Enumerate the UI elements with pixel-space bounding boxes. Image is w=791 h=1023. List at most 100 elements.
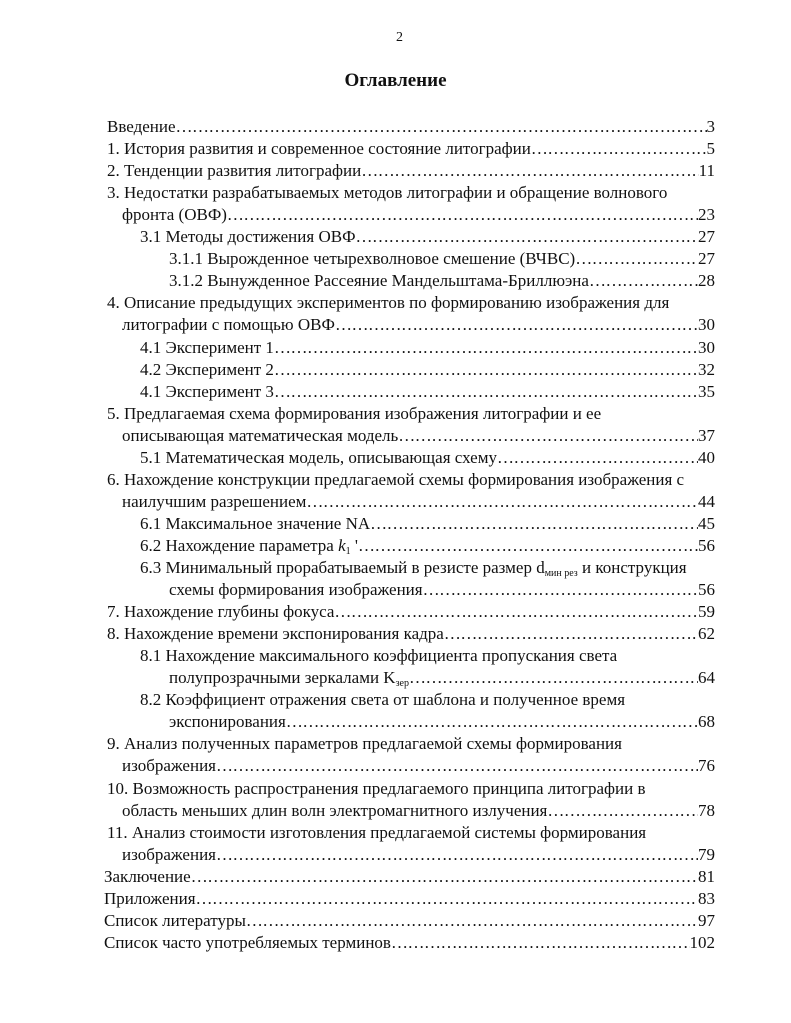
- toc-entry-text: 3. Недостатки разрабатываемых методов ли…: [107, 182, 667, 204]
- toc-entry-text: область меньших длин волн электромагнитн…: [122, 800, 547, 822]
- dot-leader: [444, 623, 698, 645]
- entry-title: 3.1.1 Вырожденное четырехволновое смешен…: [169, 249, 576, 269]
- entry-title: изображения: [122, 844, 216, 864]
- entry-title-tail: и конструкция: [577, 558, 687, 577]
- dot-leader: [176, 116, 707, 138]
- toc-entry: 11. Анализ стоимости изготовления предла…: [107, 822, 715, 844]
- entry-title: область меньших длин волн электромагнитн…: [122, 800, 548, 820]
- toc-entry: экспонирования 68: [169, 711, 715, 733]
- dot-leader: [575, 248, 698, 270]
- page-ref: 81: [698, 866, 715, 886]
- dot-leader: [191, 866, 698, 888]
- toc-entry-text: 10. Возможность распространения предлага…: [107, 778, 646, 800]
- dot-leader: [286, 711, 698, 733]
- page-ref: 5: [706, 139, 716, 159]
- page-ref: 68: [698, 712, 715, 732]
- toc-entry-text: 9. Анализ полученных параметров предлага…: [107, 733, 622, 755]
- entry-title: 6.1 Максимальное значение NA: [140, 513, 371, 533]
- dot-leader: [334, 601, 698, 623]
- page-number: 2: [396, 30, 403, 45]
- toc-entry-text: 8.2 Коэффициент отражения света от шабло…: [140, 689, 625, 711]
- entry-title: Список литературы: [104, 910, 246, 930]
- entry-title: изображения: [122, 756, 216, 776]
- toc-entry-text: Приложения: [104, 888, 196, 910]
- entry-title: 5.1 Математическая модель, описывающая с…: [140, 447, 497, 467]
- toc-entry-text: 4.1 Эксперимент 3: [140, 381, 274, 403]
- entry-title-tail: ': [350, 535, 358, 555]
- toc-entry: описывающая математическая модель 37: [122, 425, 715, 447]
- dot-leader: [227, 204, 698, 226]
- toc-entry-text: 7. Нахождение глубины фокуса: [107, 601, 334, 623]
- page-ref: 79: [698, 844, 715, 864]
- toc-entry: 8. Нахождение времени экспонирования кад…: [107, 623, 715, 645]
- entry-title: 4.2 Эксперимент 2: [140, 359, 274, 379]
- entry-title: 3.1 Методы достижения ОВФ: [140, 227, 356, 247]
- page-ref: 83: [698, 888, 715, 908]
- toc-entry-text: Заключение: [104, 866, 191, 888]
- toc-entry: 6. Нахождение конструкции предлагаемой с…: [107, 469, 715, 491]
- toc-entry-text: Введение: [107, 116, 176, 138]
- page-ref: 102: [689, 932, 716, 952]
- page-ref: 35: [698, 381, 715, 401]
- page-ref: 27: [698, 249, 715, 269]
- page-ref: 28: [698, 271, 715, 291]
- entry-title: наилучшим разрешением: [122, 491, 307, 511]
- dot-leader: [531, 138, 707, 160]
- entry-title: 3.1.2 Вынужденное Рассеяние Мандельштама…: [169, 271, 589, 291]
- entry-title: полупрозрачными зеркалами K: [169, 668, 396, 688]
- toc-entry-text: 4.2 Эксперимент 2: [140, 359, 274, 381]
- page-ref: 78: [698, 800, 715, 820]
- toc-entry-text: 4. Описание предыдущих экспериментов по …: [107, 292, 669, 314]
- toc-entry-text: 3.1.2 Вынужденное Рассеяние Мандельштама…: [169, 270, 589, 292]
- toc-entry: наилучшим разрешением 44: [122, 491, 715, 513]
- entry-title: фронта (ОВФ): [122, 205, 227, 225]
- entry-title: 6.3 Минимальный прорабатываемый в резист…: [140, 558, 545, 577]
- dot-leader: [398, 425, 698, 447]
- toc-entry: 5.1 Математическая модель, описывающая с…: [140, 447, 715, 469]
- dot-leader: [409, 667, 698, 689]
- toc-entry: изображения 79: [122, 844, 715, 866]
- toc-entry: Список литературы 97: [104, 910, 715, 932]
- page-ref: 97: [698, 910, 715, 930]
- dot-leader: [335, 314, 698, 336]
- page-ref: 44: [698, 491, 715, 511]
- entry-title: литографии с помощью ОВФ: [122, 315, 335, 335]
- page-ref: 30: [698, 337, 715, 357]
- toc-entry-text: 11. Анализ стоимости изготовления предла…: [107, 822, 646, 844]
- toc-entry: 4.2 Эксперимент 2 32: [140, 359, 715, 381]
- toc-entry: фронта (ОВФ) 23: [122, 204, 715, 226]
- toc-entry-text: наилучшим разрешением: [122, 491, 306, 513]
- entry-title: 9. Анализ полученных параметров предлага…: [107, 734, 622, 754]
- subscript: зер: [395, 678, 409, 690]
- toc-entry-text: изображения: [122, 755, 216, 777]
- toc-entry-text: описывающая математическая модель: [122, 425, 398, 447]
- toc-entry: 6.2 Нахождение параметра k1 ' 56: [140, 535, 715, 557]
- entry-title: 11. Анализ стоимости изготовления предла…: [107, 822, 647, 842]
- toc-entry-text: 5.1 Математическая модель, описывающая с…: [140, 447, 497, 469]
- toc-entry-text: 5. Предлагаемая схема формирования изобр…: [107, 403, 601, 425]
- page-ref: 40: [698, 447, 715, 467]
- entry-title: 8. Нахождение времени экспонирования кад…: [107, 624, 444, 644]
- page-ref: 11: [698, 161, 715, 181]
- page-ref: 56: [698, 580, 715, 600]
- dot-leader: [356, 226, 699, 248]
- toc-title: Оглавление: [344, 70, 447, 91]
- entry-title: Введение: [107, 117, 176, 136]
- dot-leader: [370, 513, 698, 535]
- entry-title: Список часто употребляемых терминов: [104, 932, 391, 952]
- entry-title: Приложения: [104, 888, 196, 908]
- dot-leader: [547, 800, 698, 822]
- entry-title: экспонирования: [169, 712, 286, 732]
- toc-entry-text: фронта (ОВФ): [122, 204, 227, 226]
- page-ref: 64: [698, 668, 715, 688]
- dot-leader: [497, 447, 698, 469]
- entry-title: 6. Нахождение конструкции предлагаемой с…: [107, 469, 685, 489]
- page-ref: 59: [698, 602, 715, 622]
- page-ref: 27: [698, 227, 715, 247]
- dot-leader: [216, 844, 698, 866]
- toc-entry-text: 3.1.1 Вырожденное четырехволновое смешен…: [169, 248, 575, 270]
- dot-leader: [361, 160, 698, 182]
- toc-entry-text: 6.3 Минимальный прорабатываемый в резист…: [140, 557, 687, 579]
- page-ref: 37: [698, 425, 715, 445]
- toc-entry-text: схемы формирования изображения: [169, 579, 423, 601]
